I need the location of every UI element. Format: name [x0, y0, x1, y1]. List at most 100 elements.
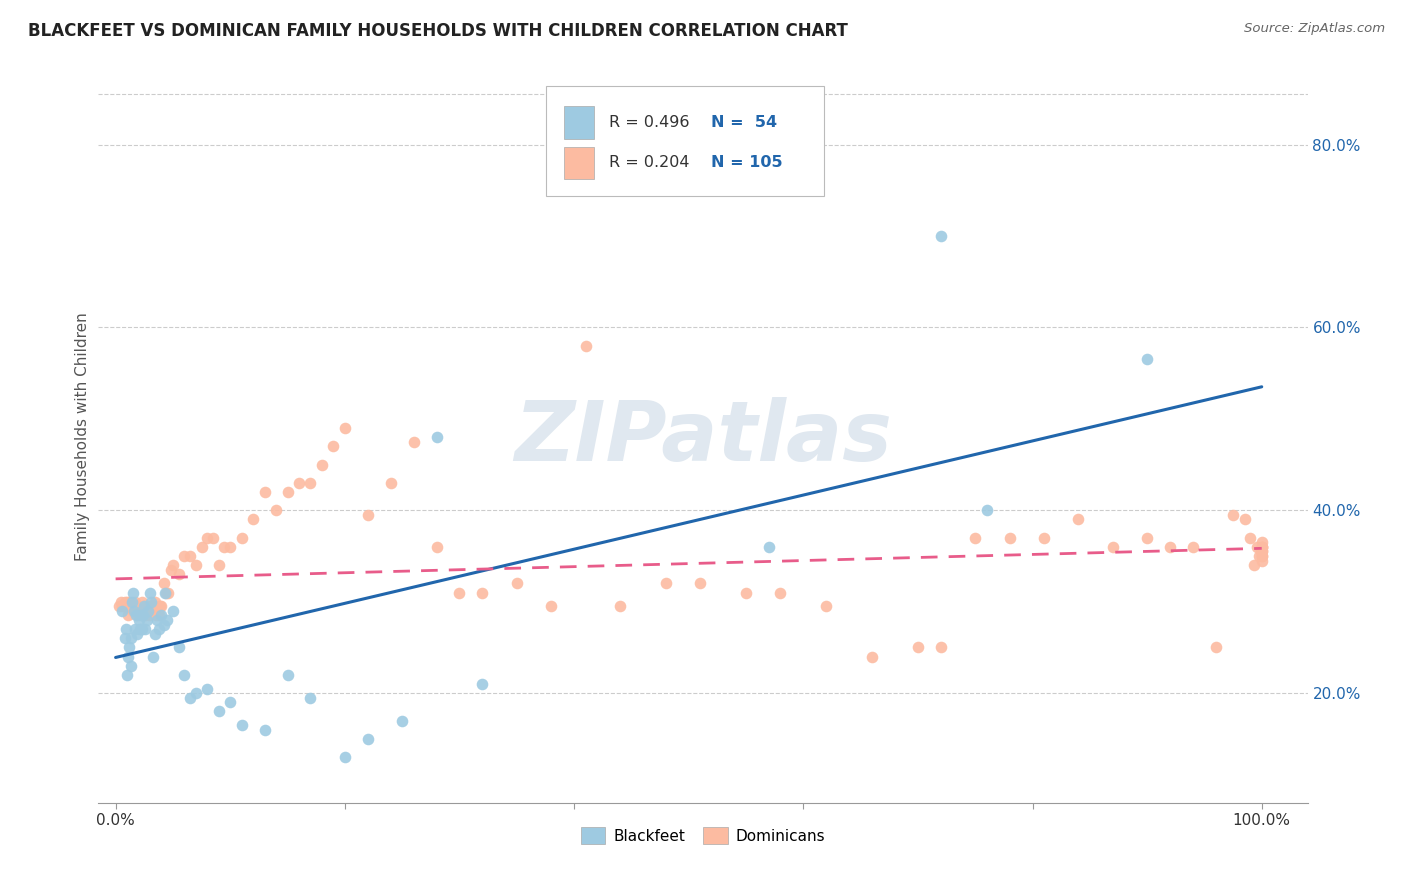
Point — [735, 585, 758, 599]
Point — [135, 604, 157, 618]
Point — [142, 649, 165, 664]
Point — [146, 604, 169, 618]
Point — [998, 531, 1021, 545]
Text: N =  54: N = 54 — [711, 115, 778, 130]
Text: BLACKFEET VS DOMINICAN FAMILY HOUSEHOLDS WITH CHILDREN CORRELATION CHART: BLACKFEET VS DOMINICAN FAMILY HOUSEHOLDS… — [28, 22, 848, 40]
Point — [1239, 531, 1261, 545]
Point — [1250, 553, 1272, 567]
Point — [122, 604, 145, 618]
Text: N = 105: N = 105 — [711, 155, 783, 170]
Point — [129, 608, 152, 623]
Point — [128, 622, 150, 636]
Point — [131, 622, 153, 636]
Point — [156, 613, 179, 627]
Point — [471, 677, 494, 691]
Point — [322, 439, 344, 453]
Point — [125, 608, 148, 623]
FancyBboxPatch shape — [564, 106, 595, 138]
Point — [149, 599, 172, 614]
Point — [425, 540, 447, 554]
Point — [1250, 540, 1272, 554]
Point — [128, 604, 150, 618]
Point — [1101, 540, 1123, 554]
Point — [115, 599, 138, 614]
Point — [136, 599, 159, 614]
Point — [253, 723, 276, 737]
Point — [155, 585, 177, 599]
Point — [1249, 549, 1271, 563]
Point — [145, 608, 167, 623]
Point — [139, 585, 162, 599]
Point — [769, 585, 792, 599]
Point — [1250, 544, 1272, 558]
Point — [129, 604, 152, 618]
Point — [125, 599, 148, 614]
Point — [195, 531, 218, 545]
Point — [179, 690, 201, 705]
Point — [128, 613, 150, 627]
Point — [148, 608, 170, 623]
Point — [506, 576, 529, 591]
Point — [815, 599, 838, 614]
Point — [135, 613, 157, 627]
Point — [311, 458, 333, 472]
Point — [150, 608, 173, 623]
Point — [1246, 540, 1268, 554]
Point — [540, 599, 562, 614]
Point — [143, 594, 166, 608]
Point — [253, 485, 276, 500]
Point — [860, 649, 883, 664]
Point — [139, 604, 162, 618]
FancyBboxPatch shape — [546, 86, 824, 195]
Point — [380, 475, 402, 490]
Point — [124, 622, 146, 636]
Point — [146, 604, 169, 618]
Point — [184, 558, 207, 573]
Point — [121, 594, 143, 608]
Point — [1250, 540, 1272, 554]
Point — [1250, 549, 1272, 563]
Point — [173, 549, 195, 563]
Point — [117, 649, 139, 664]
Point — [134, 608, 156, 623]
Point — [114, 632, 136, 646]
Point — [127, 608, 149, 623]
Point — [219, 540, 242, 554]
Point — [1067, 512, 1090, 526]
Point — [146, 613, 169, 627]
Point — [139, 594, 162, 608]
Point — [167, 640, 190, 655]
Point — [132, 599, 155, 614]
Point — [150, 599, 173, 614]
Point — [655, 576, 678, 591]
Point — [153, 585, 176, 599]
Point — [242, 512, 264, 526]
Point — [134, 599, 156, 614]
Point — [449, 585, 471, 599]
Point — [120, 599, 142, 614]
Point — [202, 531, 225, 545]
Point — [134, 622, 156, 636]
Point — [208, 705, 231, 719]
Point — [425, 430, 447, 444]
Point — [1250, 544, 1272, 558]
Point — [1233, 512, 1256, 526]
Point — [976, 503, 998, 517]
Point — [114, 594, 136, 608]
Point — [1222, 508, 1244, 522]
Point — [118, 640, 141, 655]
Text: R = 0.496: R = 0.496 — [609, 115, 689, 130]
Point — [471, 585, 494, 599]
Point — [1159, 540, 1181, 554]
Point — [120, 632, 142, 646]
Point — [139, 604, 162, 618]
Point — [152, 576, 174, 591]
Point — [333, 750, 356, 764]
Point — [143, 626, 166, 640]
Point — [162, 558, 184, 573]
Point — [1250, 544, 1272, 558]
Point — [333, 421, 356, 435]
Point — [907, 640, 929, 655]
Point — [402, 434, 425, 449]
Point — [124, 594, 146, 608]
